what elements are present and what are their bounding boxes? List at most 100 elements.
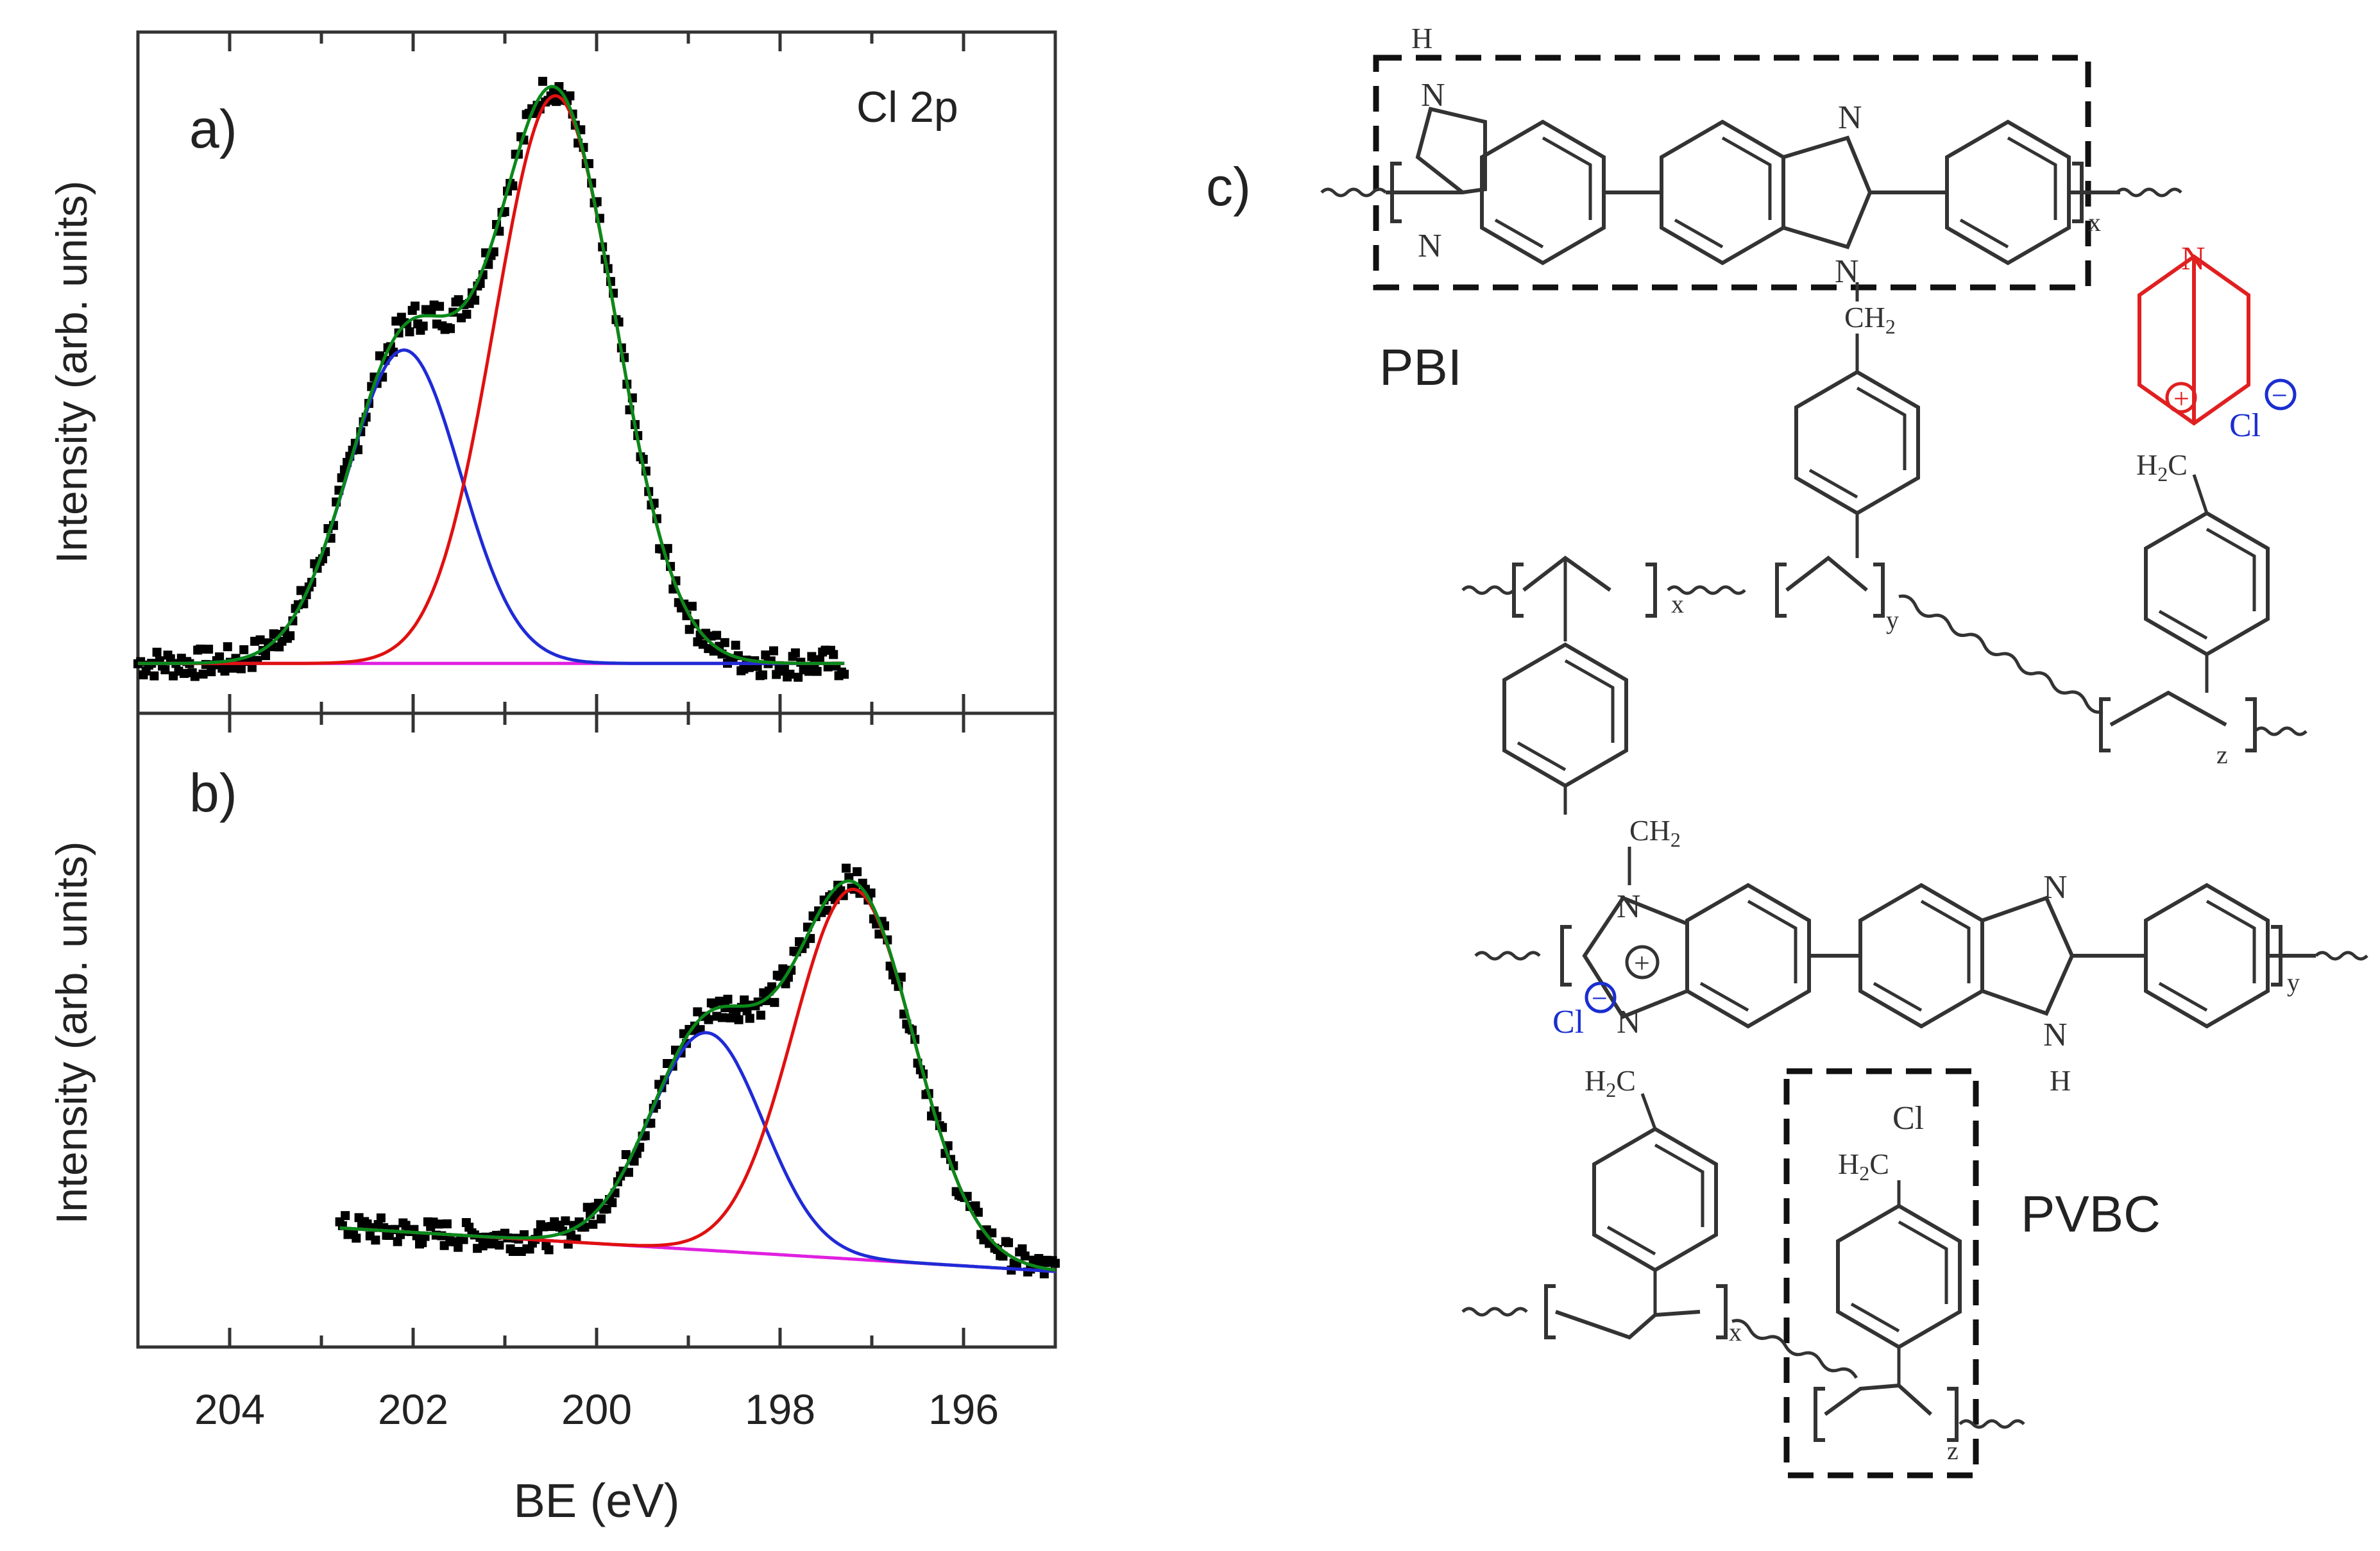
atom-n-top-3: N — [1838, 99, 1862, 136]
data-point — [459, 1235, 468, 1244]
data-point — [204, 645, 214, 654]
data-point — [745, 1013, 754, 1023]
data-point — [508, 1247, 518, 1256]
data-point — [1017, 1244, 1027, 1253]
data-point — [597, 1214, 606, 1224]
sub-y-b1: y — [1886, 606, 1899, 634]
data-point — [236, 664, 246, 674]
data-point — [411, 301, 420, 311]
data-point — [489, 247, 498, 257]
panel-a-plot — [133, 32, 1057, 713]
data-point — [740, 995, 749, 1004]
data-point — [987, 1228, 997, 1238]
data-point — [973, 1207, 983, 1217]
data-point — [687, 602, 697, 611]
data-point — [624, 1167, 633, 1177]
data-point — [767, 982, 777, 992]
data-point — [376, 1213, 386, 1223]
data-point — [704, 1015, 713, 1024]
data-point — [552, 97, 561, 106]
data-point — [778, 964, 788, 974]
sub-x-b1: x — [1671, 589, 1684, 618]
data-point — [731, 640, 740, 650]
data-point — [712, 631, 722, 640]
data-point — [352, 1233, 361, 1243]
data-point — [538, 76, 547, 86]
data-point — [840, 670, 849, 679]
data-point — [149, 671, 159, 681]
x-tick-label: 196 — [928, 1386, 999, 1433]
data-point — [790, 648, 800, 657]
atom-h-low: H — [2050, 1064, 2071, 1097]
data-point — [812, 666, 822, 676]
sub-z-b1: z — [2216, 740, 2228, 769]
pvbc-dashed-box — [1783, 1068, 1979, 1479]
data-point — [341, 1211, 350, 1221]
data-point — [629, 1157, 639, 1166]
panel-b-plot — [136, 713, 1060, 1347]
atom-n-top-2: N — [1418, 228, 1442, 264]
pbi-dashed-box — [1373, 55, 2091, 291]
panel-a-ylabel: Intensity (arb. units) — [47, 180, 96, 563]
peak-fit-curve-1 — [138, 348, 845, 665]
data-point — [486, 1239, 496, 1249]
data-point — [152, 647, 162, 657]
data-point — [434, 1219, 443, 1229]
data-point — [608, 1198, 617, 1207]
data-point — [196, 644, 205, 654]
data-point — [565, 91, 575, 101]
data-point — [223, 642, 232, 652]
data-point — [822, 906, 831, 915]
atom-cl-pvbc: Cl — [1892, 1100, 1924, 1137]
xps-plots: a) Cl 2p b) Intensity (arb. units) Inten… — [47, 30, 1060, 1527]
data-point — [717, 1013, 727, 1022]
data-point — [756, 1010, 765, 1020]
data-point — [804, 666, 813, 676]
data-point — [582, 1203, 592, 1212]
data-point — [723, 994, 733, 1004]
data-point — [770, 997, 779, 1007]
plus-charge-icon-low — [1625, 945, 1660, 979]
plus-charge-icon — [2165, 382, 2197, 414]
pvbc-unit: Cl H2C — [1838, 1100, 1960, 1386]
data-point — [405, 327, 414, 337]
atom-n-low-1: N — [1617, 888, 1641, 925]
sub-z-b2: z — [1947, 1436, 1959, 1465]
pbi-lower-chain: CH2 y N N + Cl − N N H H2C — [1474, 814, 2368, 1315]
data-point — [442, 1219, 452, 1228]
chemical-structure: c) PBI PVBC H N N N N — [1206, 22, 2368, 1479]
x-tick-label: 204 — [194, 1386, 265, 1433]
data-point — [207, 667, 216, 677]
ch2-top: CH2 — [1844, 301, 1896, 338]
data-point — [255, 635, 265, 645]
data-point — [454, 1242, 463, 1252]
x-tick-label: 198 — [745, 1386, 815, 1433]
minus-charge-top: − — [2272, 380, 2288, 411]
atom-n-top-4: N — [1835, 253, 1859, 290]
data-point — [462, 309, 472, 319]
data-point — [769, 646, 778, 656]
data-point — [544, 1245, 554, 1255]
plus-charge-dabco: + — [2173, 383, 2189, 414]
atom-n-low-3: N — [2043, 869, 2068, 906]
data-point — [247, 663, 257, 672]
pvbc-backbone-1: x y z — [1461, 555, 2308, 815]
pbi-label: PBI — [1379, 339, 1462, 396]
minus-charge-icon-low — [1585, 981, 1617, 1013]
cl-anion-top: Cl — [2229, 407, 2261, 444]
x-axis-ticks: 204 202 200 198 196 — [194, 1386, 999, 1433]
envelope-fit-curve — [339, 879, 1056, 1272]
peak-fit-curve-2 — [339, 888, 1056, 1272]
dabco-cation: N + Cl − H2C — [2136, 241, 2297, 693]
data-point — [1004, 1238, 1014, 1248]
data-point — [1034, 1254, 1044, 1263]
panel-a-annotation: Cl 2p — [856, 83, 958, 131]
atom-n-low-4: N — [2043, 1017, 2068, 1053]
data-point — [561, 1216, 570, 1226]
pvbc-backbone-2: x z — [1461, 1284, 2025, 1465]
data-point — [1020, 1251, 1030, 1261]
data-point — [418, 321, 428, 331]
data-point — [807, 652, 817, 661]
plus-charge-low: + — [1634, 947, 1650, 979]
data-point — [198, 669, 208, 679]
